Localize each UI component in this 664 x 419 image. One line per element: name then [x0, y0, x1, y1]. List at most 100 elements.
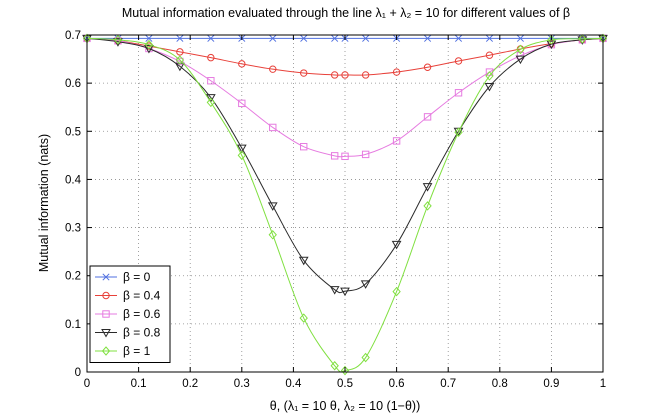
marker-diamond — [268, 230, 277, 240]
marker-circle — [485, 51, 494, 59]
marker-circle — [330, 71, 339, 79]
marker-diamond — [340, 365, 350, 376]
legend-label: β = 1 — [123, 344, 151, 358]
legend-item: β = 0.6 — [95, 307, 161, 321]
y-tick-label: 0.6 — [65, 78, 81, 90]
marker-diamond — [113, 35, 123, 45]
marker-triangle-down — [267, 202, 278, 211]
marker-triangle-down — [205, 94, 216, 103]
series-line — [86, 37, 604, 294]
marker-diamond — [330, 360, 339, 371]
marker-square — [361, 150, 370, 159]
marker-diamond — [485, 71, 494, 81]
marker-x — [362, 34, 370, 42]
marker-diamond — [361, 352, 370, 363]
legend: β = 0 β = 0.4 β = 0.6 β = 0.8 β = 1 — [89, 265, 171, 363]
marker-triangle-down — [298, 256, 309, 266]
x-tick-label: 0.8 — [492, 378, 508, 390]
marker-diamond — [547, 35, 556, 45]
marker-triangle-down — [144, 44, 154, 54]
y-tick-label: 0.2 — [65, 271, 81, 283]
marker-triangle-down — [360, 280, 371, 289]
chart-title: Mutual information evaluated through the… — [122, 6, 570, 20]
marker-circle — [207, 53, 215, 62]
marker-triangle-down — [515, 55, 526, 65]
marker-circle — [392, 68, 401, 76]
marker-diamond — [423, 201, 432, 211]
marker-circle — [102, 291, 110, 300]
legend-item: β = 0.4 — [95, 289, 161, 303]
marker-x — [516, 34, 524, 42]
x-tick-label: 0.6 — [389, 378, 405, 390]
x-tick-label: 0.4 — [285, 378, 302, 390]
y-tick-label: 0.7 — [65, 30, 81, 42]
marker-x — [300, 34, 308, 42]
marker-square — [330, 152, 339, 160]
x-tick-label: 0 — [84, 378, 90, 390]
series-2 — [83, 34, 607, 161]
marker-x — [454, 34, 463, 42]
x-axis-label: θ, (λ₁ = 10 θ, λ₂ = 10 (1−θ)) — [270, 399, 420, 413]
marker-x — [424, 34, 432, 42]
legend-item: β = 0.8 — [95, 326, 161, 340]
marker-diamond — [144, 39, 154, 50]
marker-triangle-down — [101, 329, 111, 338]
x-tick-label: 0.5 — [337, 378, 353, 390]
y-tick-label: 0.5 — [65, 126, 81, 138]
marker-square — [392, 137, 401, 145]
y-tick-label: 0.4 — [65, 174, 82, 186]
y-tick-label: 0 — [75, 367, 81, 379]
marker-circle — [361, 71, 370, 79]
y-axis-label: Mutual information (nats) — [37, 134, 51, 272]
marker-circle — [423, 63, 432, 71]
marker-x — [176, 34, 184, 42]
marker-circle — [269, 65, 277, 73]
marker-diamond — [175, 55, 185, 65]
series-1 — [83, 34, 607, 79]
series-3 — [82, 34, 608, 297]
marker-circle — [454, 57, 463, 65]
x-tick-label: 0.1 — [131, 378, 147, 390]
marker-triangle-down — [484, 83, 495, 92]
marker-triangle-down — [329, 286, 340, 295]
x-tick-label: 0.9 — [543, 378, 559, 390]
marker-square — [300, 142, 308, 151]
marker-diamond — [206, 97, 216, 108]
legend-item: β = 1 — [95, 344, 151, 358]
y-tick-label: 0.3 — [65, 223, 81, 235]
marker-x — [207, 34, 215, 42]
marker-triangle-down — [546, 40, 557, 50]
legend-label: β = 0.4 — [123, 289, 161, 303]
marker-triangle-down — [422, 183, 433, 192]
marker-x — [331, 34, 339, 42]
legend-item: β = 0 — [95, 270, 151, 284]
marker-square — [102, 310, 110, 318]
marker-diamond — [101, 346, 111, 356]
x-tick-label: 0.2 — [182, 378, 198, 390]
marker-circle — [238, 60, 246, 68]
marker-circle — [341, 71, 349, 79]
marker-circle — [176, 48, 184, 56]
marker-diamond — [454, 127, 463, 138]
marker-diamond — [237, 150, 246, 161]
legend-label: β = 0.8 — [123, 326, 161, 340]
marker-square — [341, 152, 349, 161]
x-tick-label: 0.3 — [234, 378, 250, 390]
marker-square — [238, 99, 246, 108]
marker-circle — [300, 69, 308, 77]
marker-diamond — [516, 44, 525, 55]
marker-square — [207, 77, 215, 85]
marker-triangle-down — [340, 287, 350, 297]
marker-diamond — [578, 34, 587, 44]
legend-label: β = 0 — [123, 270, 151, 284]
x-tick-label: 1 — [600, 378, 606, 390]
marker-triangle-down — [391, 240, 402, 250]
marker-x — [269, 34, 277, 42]
marker-diamond — [392, 286, 401, 297]
marker-triangle-down — [236, 144, 247, 154]
marker-x — [102, 273, 110, 281]
marker-x — [145, 34, 153, 42]
marker-square — [269, 123, 277, 132]
y-tick-label: 0.1 — [65, 319, 81, 331]
